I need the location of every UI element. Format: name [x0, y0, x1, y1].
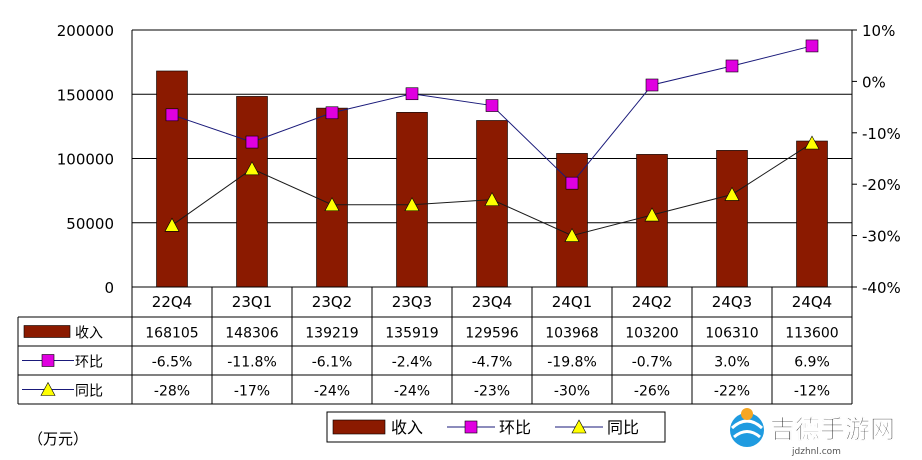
table-cell: -22% [714, 384, 750, 400]
right-tick-label: 10% [862, 22, 895, 40]
table-cell: -19.8% [547, 355, 597, 371]
table-cell: -24% [394, 384, 430, 400]
qoq-point [725, 59, 739, 73]
legend-key-revenue [332, 419, 386, 435]
qoq-point [805, 39, 819, 53]
yoy-point [571, 419, 587, 434]
yoy-point [804, 135, 820, 150]
table-cell: 6.9% [794, 355, 830, 371]
qoq-point [565, 176, 579, 190]
legend-label: 环比 [499, 418, 531, 437]
table-key-revenue [23, 325, 71, 338]
qoq-point [325, 106, 339, 120]
category-label: 22Q4 [152, 293, 192, 311]
table-cell: 139219 [305, 326, 358, 342]
right-tick-label: -10% [862, 125, 901, 143]
left-tick-label: 100000 [57, 151, 114, 169]
category-label: 23Q2 [312, 293, 352, 311]
yoy-point [404, 197, 420, 212]
category-label: 24Q4 [792, 293, 832, 311]
table-cell: -0.7% [632, 355, 673, 371]
watermark-logo [730, 408, 764, 447]
watermark-text: 吉德手游网 [770, 415, 895, 444]
category-label: 23Q1 [232, 293, 272, 311]
table-cell: 129596 [465, 326, 519, 342]
qoq-point [405, 87, 419, 101]
table-cell: 106310 [705, 326, 758, 342]
revenue-bar [796, 140, 828, 288]
table-cell: -23% [474, 384, 510, 400]
table-cell: -26% [634, 384, 670, 400]
table-cell: 113600 [785, 326, 838, 342]
table-cell: 168105 [145, 326, 198, 342]
qoq-point [41, 354, 55, 367]
revenue-bar [236, 96, 268, 288]
category-label: 23Q3 [392, 293, 432, 311]
qoq-point [464, 420, 478, 434]
right-tick-label: -20% [862, 176, 901, 194]
yoy-point [324, 197, 340, 212]
qoq-point [645, 78, 659, 92]
unit-label: （万元） [28, 430, 88, 448]
right-axis-ticks: -40% -30% -20% -10% 0% 10% [852, 22, 901, 297]
table-cell: -11.8% [227, 355, 277, 371]
table-cell: 3.0% [714, 355, 750, 371]
right-tick-label: -40% [862, 279, 901, 297]
data-table: 22Q4 23Q1 23Q2 23Q3 23Q4 24Q1 24Q2 24Q3 24Q4 收入 16… [17, 286, 853, 405]
table-cell: -12% [794, 384, 830, 400]
table-cell: 103200 [625, 326, 678, 342]
table-series-name: 环比 [75, 355, 103, 371]
yoy-point [644, 207, 660, 222]
left-tick-label: 200000 [57, 22, 114, 40]
legend: 收入 环比 同比 [326, 411, 666, 443]
qoq-point [165, 108, 179, 122]
left-tick-label: 50000 [66, 215, 114, 233]
table-cell: -24% [314, 384, 350, 400]
category-label: 23Q4 [472, 293, 512, 311]
yoy-point [40, 381, 56, 396]
table-cell: -6.1% [312, 355, 353, 371]
category-label: 24Q3 [712, 293, 752, 311]
table-cell: 135919 [385, 326, 438, 342]
revenue-bar [716, 150, 748, 288]
table-series-name: 同比 [75, 384, 103, 400]
right-tick-label: -30% [862, 228, 901, 246]
yoy-point [484, 191, 500, 206]
table-cell: 103968 [545, 326, 598, 342]
revenue-bar [156, 70, 188, 288]
left-axis-ticks: 0 50000 100000 150000 200000 [57, 22, 114, 297]
watermark-subtext: jdzhnl.com [791, 447, 841, 456]
table-cell: -30% [554, 384, 590, 400]
yoy-point [164, 217, 180, 232]
table-cell: 148306 [225, 326, 279, 342]
right-tick-label: 0% [862, 73, 886, 91]
yoy-point [724, 186, 740, 201]
revenue-bar [556, 153, 588, 288]
left-tick-label: 0 [104, 279, 114, 297]
table-cell: -6.5% [152, 355, 193, 371]
qoq-point [485, 99, 499, 112]
table-series-name: 收入 [75, 326, 103, 342]
legend-label: 收入 [391, 418, 423, 437]
category-label: 24Q1 [552, 293, 592, 311]
yoy-point [564, 227, 580, 242]
table-cell: -4.7% [472, 355, 513, 371]
revenue-bars [156, 70, 828, 288]
left-tick-label: 150000 [57, 86, 114, 104]
rate-lines [164, 39, 820, 242]
yoy-point [244, 161, 260, 176]
table-cell: -2.4% [392, 355, 433, 371]
table-cell: -28% [154, 384, 190, 400]
qoq-point [245, 135, 259, 149]
legend-label: 同比 [607, 418, 639, 437]
category-label: 24Q2 [632, 293, 672, 311]
table-cell: -17% [234, 384, 270, 400]
